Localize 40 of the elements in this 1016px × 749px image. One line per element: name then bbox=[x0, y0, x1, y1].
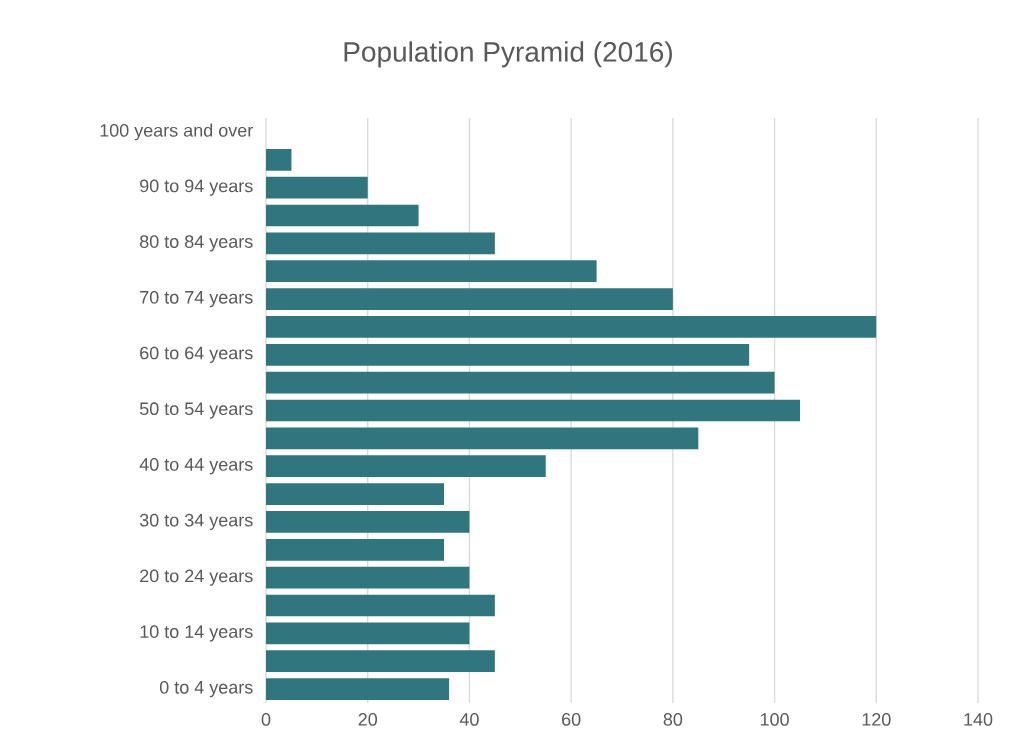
y-tick-label: 30 to 34 years bbox=[139, 513, 253, 531]
y-tick-label: 40 to 44 years bbox=[139, 458, 253, 475]
x-tick-label: 140 bbox=[964, 713, 993, 726]
bar bbox=[266, 288, 673, 310]
bar bbox=[266, 650, 495, 673]
x-tick-label: 100 bbox=[760, 713, 789, 726]
y-tick-label: 70 to 74 years bbox=[140, 290, 253, 308]
chart-title: Population Pyramid (2016) bbox=[344, 41, 672, 68]
bar bbox=[266, 148, 292, 171]
y-tick-label: 10 to 14 years bbox=[140, 625, 253, 642]
bar bbox=[266, 399, 801, 422]
x-tick-label: 120 bbox=[862, 713, 891, 726]
bar bbox=[266, 232, 495, 255]
bar bbox=[266, 176, 368, 199]
x-tick-label: 0 bbox=[261, 713, 271, 726]
x-tick-label: 80 bbox=[663, 713, 683, 726]
bar bbox=[266, 594, 495, 617]
bar bbox=[266, 622, 470, 645]
bar bbox=[266, 511, 470, 533]
x-tick-label: 60 bbox=[562, 713, 581, 726]
bar bbox=[266, 538, 444, 561]
y-tick-label: 50 to 54 years bbox=[139, 402, 253, 419]
y-tick-label: 90 to 94 years bbox=[140, 179, 253, 196]
bar bbox=[266, 260, 597, 283]
y-tick-label: 60 to 64 years bbox=[140, 346, 253, 363]
y-tick-label: 0 to 4 years bbox=[159, 680, 253, 698]
bar bbox=[266, 427, 699, 450]
bar bbox=[266, 204, 419, 227]
bar bbox=[266, 371, 775, 394]
y-tick-label: 20 to 24 years bbox=[140, 569, 253, 586]
bar bbox=[266, 455, 546, 478]
bar bbox=[266, 316, 877, 338]
y-tick-label: 100 years and over bbox=[100, 123, 253, 141]
bar bbox=[266, 343, 750, 366]
x-tick-label: 40 bbox=[459, 713, 479, 726]
y-tick-label: 80 to 84 years bbox=[139, 235, 253, 252]
bar bbox=[266, 483, 444, 505]
bar bbox=[266, 566, 470, 589]
bar bbox=[266, 678, 450, 700]
x-tick-label: 20 bbox=[358, 713, 378, 726]
